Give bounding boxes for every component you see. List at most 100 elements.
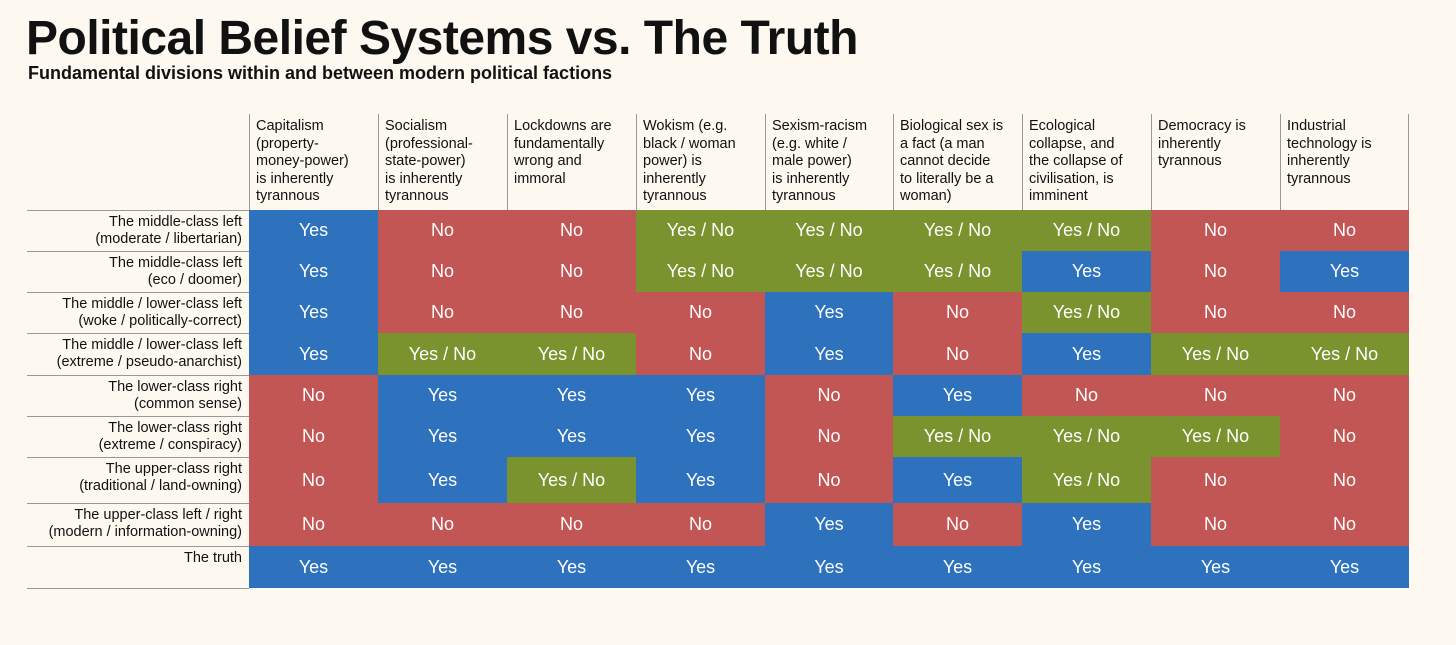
row-label: The lower-class right (common sense)	[27, 375, 249, 416]
column-header-line: woman)	[900, 188, 952, 204]
table-cell: Yes	[636, 546, 765, 588]
table-cell: No	[1280, 416, 1409, 457]
table-cell: Yes	[636, 375, 765, 416]
column-header-line: immoral	[514, 170, 566, 187]
table-cell: No	[893, 503, 1022, 546]
row-label-line: (extreme / conspiracy)	[98, 437, 242, 453]
column-header-line: inherently	[1158, 135, 1221, 152]
table-cell: No	[1151, 503, 1280, 546]
column-header-line: Sexism-racism	[772, 118, 868, 134]
row-label: The lower-class right (extreme / conspira…	[27, 416, 249, 457]
column-header-line: Socialism	[385, 118, 448, 134]
table-cell: Yes	[507, 416, 636, 457]
table-cell: Yes / No	[507, 457, 636, 503]
table-cell: No	[507, 503, 636, 546]
column-header-line: tyrannous	[772, 188, 836, 204]
table-bottom-border	[27, 588, 249, 589]
row-label-line: The middle-class left	[109, 255, 242, 271]
column-header: Capitalism (property-money-power) is inher…	[249, 114, 379, 210]
row-label: The middle / lower-class left (woke / pol…	[27, 292, 249, 333]
column-header: Sexism-racism (e.g. white / male power) is …	[765, 114, 894, 210]
table-cell: No	[378, 292, 507, 333]
column-header-line: Capitalism	[256, 118, 324, 134]
column-header-line: imminent	[1029, 188, 1088, 204]
row-label: The middle-class left (eco / doomer)	[27, 251, 249, 292]
table-cell: No	[1280, 292, 1409, 333]
table-cell: No	[507, 292, 636, 333]
table-cell: Yes / No	[893, 416, 1022, 457]
row-label: The truth	[27, 546, 249, 588]
table-cell: Yes	[636, 416, 765, 457]
column-header: Industrial technology is inherently tyranno…	[1280, 114, 1409, 210]
table-cell: Yes	[249, 546, 378, 588]
column-header-line: tyrannous	[256, 188, 320, 204]
column-header-line: inherently	[1287, 153, 1350, 169]
row-label-line: (woke / politically-correct)	[78, 313, 242, 329]
row-label: The middle / lower-class left (extreme / …	[27, 333, 249, 375]
column-header-line: Biological sex is	[900, 118, 1004, 134]
column-header-line: (property-	[256, 135, 319, 152]
row-label-line: The upper-class left / right	[74, 507, 242, 523]
table-cell: Yes	[1151, 546, 1280, 588]
table-cell: Yes / No	[507, 333, 636, 375]
table-cell: Yes	[765, 333, 893, 375]
table-cell: No	[249, 503, 378, 546]
column-header: Wokism (e.g. black / woman power) is inhere…	[636, 114, 766, 210]
column-header-line: tyrannous	[1287, 170, 1351, 187]
table-cell: No	[507, 251, 636, 292]
table-cell: Yes / No	[1022, 292, 1151, 333]
table-cell: Yes	[1022, 333, 1151, 375]
row-label: The middle-class left (moderate / liberta…	[27, 210, 249, 251]
column-header-line: is inherently	[385, 170, 463, 187]
row-label-line: The truth	[183, 550, 242, 566]
table-cell: No	[636, 503, 765, 546]
table-cell: Yes / No	[893, 210, 1022, 251]
table-cell: No	[636, 292, 765, 333]
table-cell: No	[1151, 375, 1280, 416]
row-label-line: (extreme / pseudo-anarchist)	[56, 354, 242, 370]
column-header-line: wrong and	[514, 153, 582, 169]
table-cell: Yes	[765, 503, 893, 546]
column-header-line: (professional-	[385, 135, 473, 152]
column-header-line: cannot decide	[900, 153, 991, 169]
table-cell: Yes	[507, 546, 636, 588]
table-cell: Yes	[1022, 251, 1151, 292]
table-cell: Yes	[378, 457, 507, 503]
column-header-line: Industrial	[1287, 118, 1346, 134]
column-header-line: a fact (a man	[900, 135, 985, 152]
column-header-line: is inherently	[256, 170, 334, 187]
column-header-line: tyrannous	[1158, 153, 1222, 169]
table-cell: No	[765, 375, 893, 416]
row-label-line: (modern / information-owning)	[48, 524, 242, 540]
table-cell: Yes	[249, 292, 378, 333]
row-label-line: The upper-class right	[105, 461, 242, 477]
column-header-line: (e.g. white /	[772, 135, 847, 152]
row-label-line: The middle-class left	[109, 214, 242, 230]
row-label-line: (eco / doomer)	[147, 272, 242, 288]
column-header: Biological sex is a fact (a man cannot dec…	[893, 114, 1023, 210]
table-cell: Yes / No	[1280, 333, 1409, 375]
table-cell: No	[249, 457, 378, 503]
column-header-line: inherently	[643, 170, 706, 187]
table-cell: Yes	[378, 375, 507, 416]
row-label: The upper-class right (traditional / land…	[27, 457, 249, 503]
table-cell: Yes / No	[765, 251, 893, 292]
column-header-line: collapse, and	[1029, 135, 1115, 152]
column-header: Democracy is inherently tyrannous	[1151, 114, 1281, 210]
row-label-line: The lower-class right	[108, 379, 242, 395]
table-cell: No	[1151, 210, 1280, 251]
column-header-line: is inherently	[772, 170, 850, 187]
column-header-line: male power)	[772, 153, 852, 169]
chart-title: Political Belief Systems vs. The Truth	[26, 12, 858, 65]
table-cell: Yes	[765, 546, 893, 588]
table-cell: Yes	[249, 333, 378, 375]
table-cell: No	[1151, 457, 1280, 503]
table-cell: Yes / No	[636, 251, 765, 292]
table-cell: Yes / No	[1022, 457, 1151, 503]
table-cell: Yes / No	[1022, 210, 1151, 251]
table-cell: Yes / No	[378, 333, 507, 375]
table-cell: No	[378, 251, 507, 292]
table-cell: No	[1280, 375, 1409, 416]
table-cell: No	[1022, 375, 1151, 416]
table-cell: Yes	[893, 546, 1022, 588]
